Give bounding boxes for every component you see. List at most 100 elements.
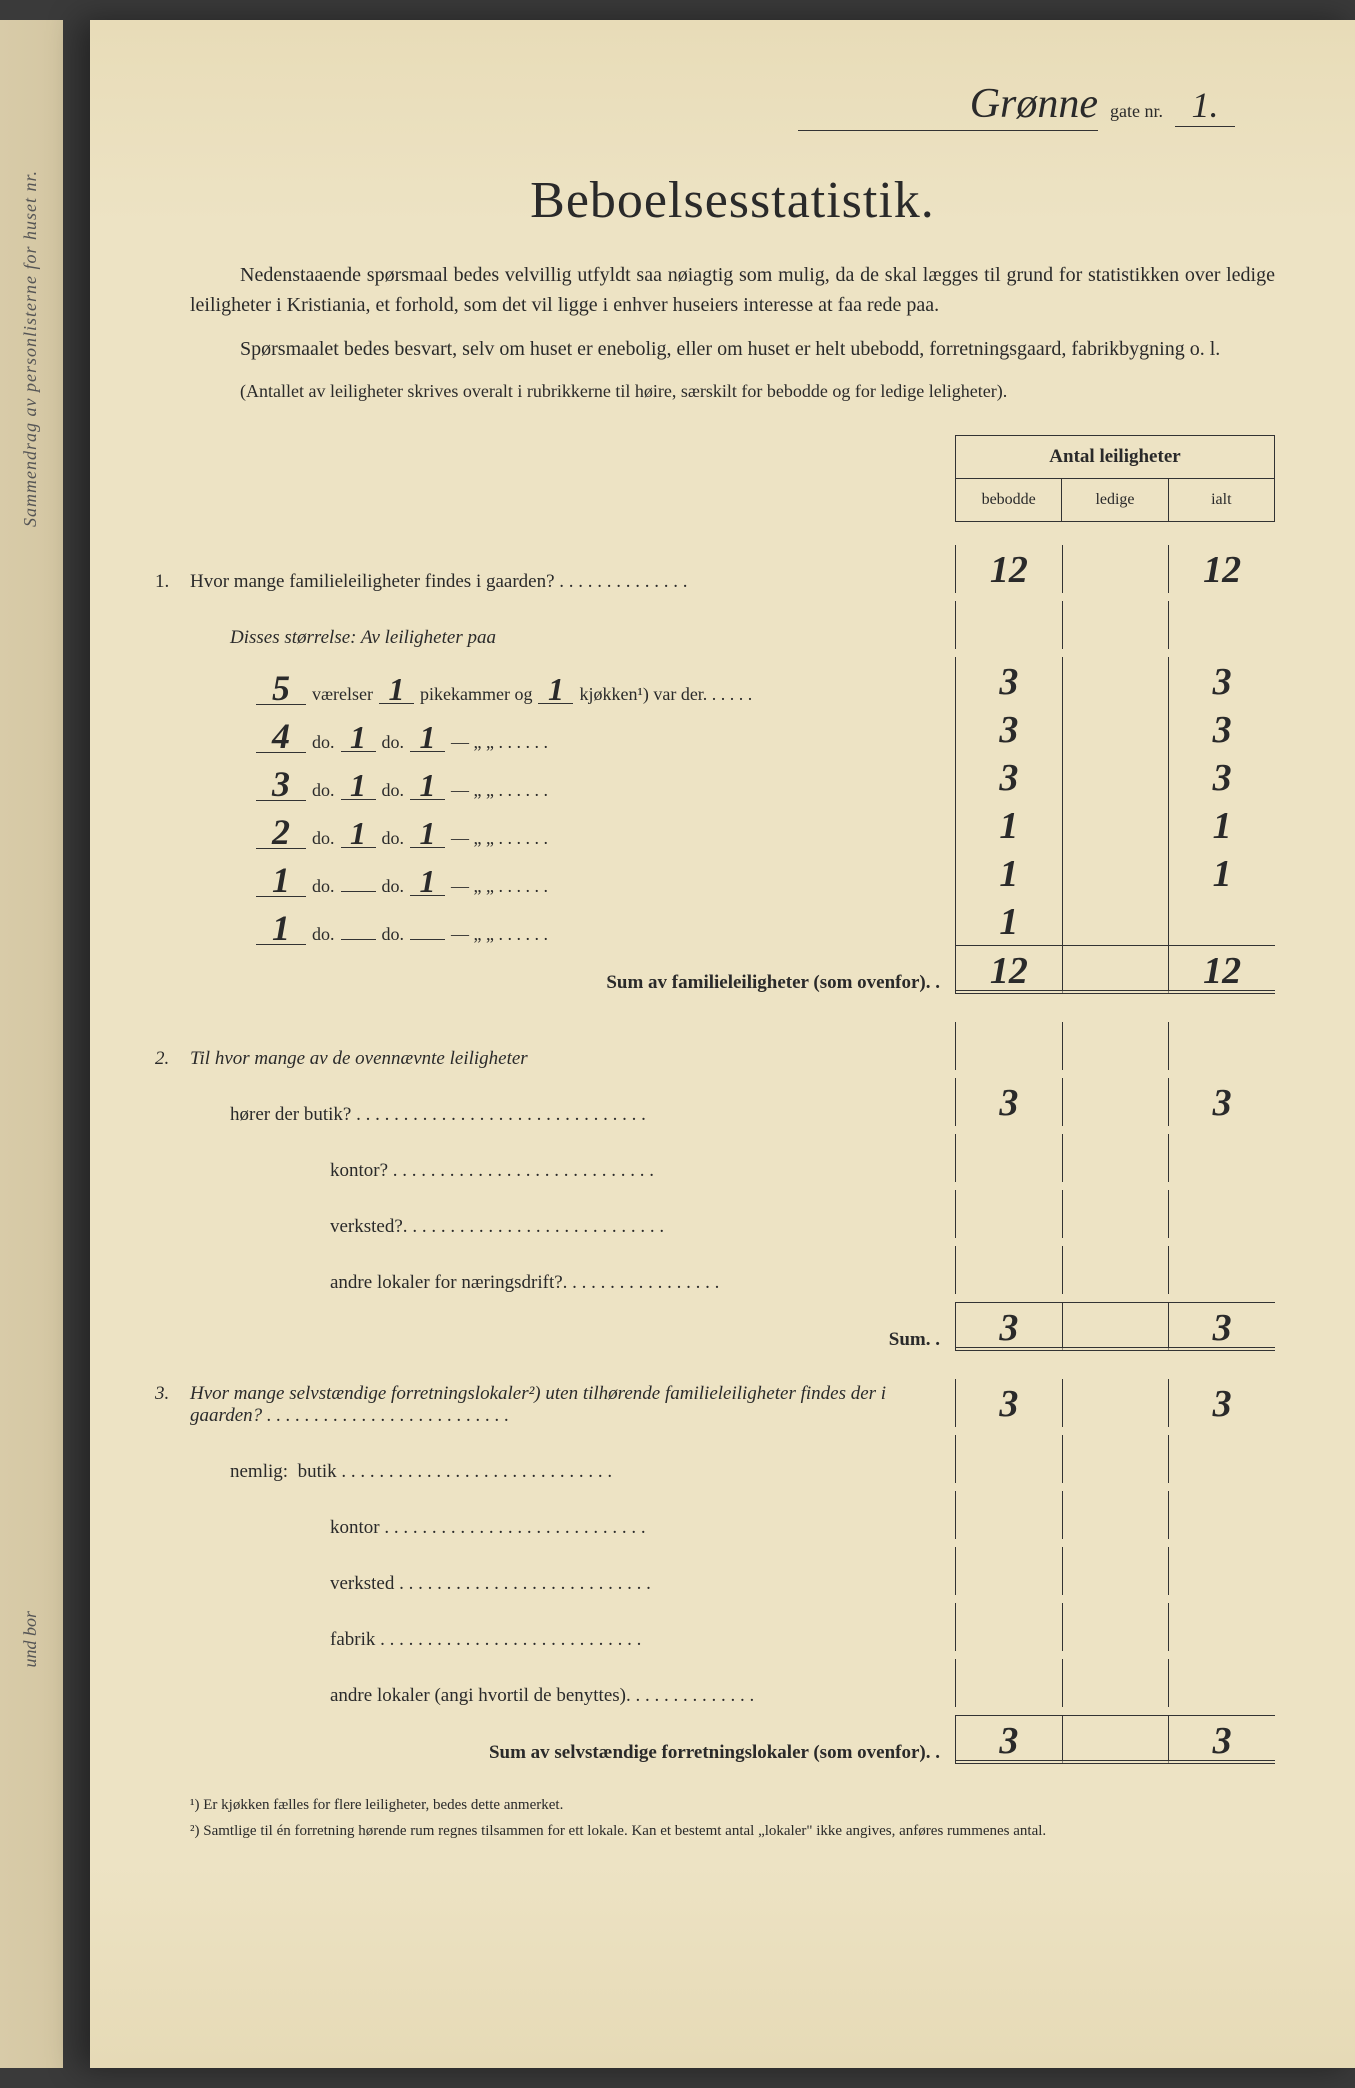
intro-p3: (Antallet av leiligheter skrives overalt… (190, 378, 1275, 405)
q1-row: 1. Hvor mange familieleiligheter findes … (190, 545, 1275, 593)
q3-sub1: nemlig: butik . . . . . . . . . . . . . … (190, 1461, 955, 1483)
q3-l (1063, 1379, 1170, 1427)
q2-sum-i: 3 (1169, 1302, 1275, 1351)
col-bebodde: bebodde (956, 479, 1062, 521)
footnote-1: ¹) Er kjøkken fælles for flere leilighet… (190, 1794, 1275, 1817)
q1-ledige (1063, 545, 1170, 593)
size-i: 3 (1169, 753, 1275, 801)
q3-sub1-row: nemlig: butik . . . . . . . . . . . . . … (190, 1435, 1275, 1483)
q2-sub1: hører der butik? . . . . . . . . . . . .… (190, 1104, 955, 1126)
q3-sub2-row: kontor . . . . . . . . . . . . . . . . .… (190, 1491, 1275, 1539)
page-title: Beboelsesstatistik. (190, 171, 1275, 230)
size-i: 1 (1169, 801, 1275, 849)
size-row: 5 værelser 1 pikekammer og 1 kjøkken¹) v… (190, 657, 1275, 705)
q1-ialt: 12 (1169, 545, 1275, 593)
q1-vals: 12 12 (955, 545, 1275, 593)
size-i: 1 (1169, 849, 1275, 897)
q1-bebodde: 12 (956, 545, 1063, 593)
pike-value: 1 (379, 675, 414, 705)
q2-sum-row: Sum. . 3 3 (190, 1302, 1275, 1351)
q1-size-intro: Disses størrelse: Av leiligheter paa (190, 627, 955, 649)
size-b: 1 (956, 801, 1063, 849)
q3-label: 3. Hvor mange selvstændige forretningslo… (190, 1383, 955, 1427)
q3-sum-label: Sum av selvstændige forretningslokaler (… (190, 1742, 955, 1764)
size-b: 3 (956, 705, 1063, 753)
q2-sub4: andre lokaler for næringsdrift?. . . . .… (190, 1272, 955, 1294)
q3-sub4: fabrik . . . . . . . . . . . . . . . . .… (190, 1629, 955, 1651)
footnotes: ¹) Er kjøkken fælles for flere leilighet… (190, 1794, 1275, 1842)
vaer-value: 1 (256, 864, 306, 897)
q3-sub5: andre lokaler (angi hvortil de benyttes)… (190, 1685, 955, 1707)
q3-num: 3. (155, 1383, 169, 1405)
pike-value (341, 891, 376, 892)
size-l (1063, 753, 1170, 801)
q1-sum-vals: 12 12 (955, 945, 1275, 994)
questions: 1. Hvor mange familieleiligheter findes … (190, 435, 1275, 1764)
q1-sum-row: Sum av familieleiligheter (som ovenfor).… (190, 945, 1275, 994)
gate-label: gate nr. (1110, 101, 1163, 121)
kjok-value: 1 (410, 819, 445, 849)
left-margin: Sammendrag av personlisterne for huset n… (0, 20, 90, 2068)
vaer-value: 2 (256, 816, 306, 849)
size-row: 1 do. do. — „ „ . . . . . . 1 (190, 897, 1275, 945)
margin-text-1: Sammendrag av personlisterne for huset n… (20, 170, 41, 527)
size-row: 4 do. 1 do. 1 — „ „ . . . . . . 3 3 (190, 705, 1275, 753)
size-i: 3 (1169, 705, 1275, 753)
size-l (1063, 849, 1170, 897)
q2-sum-b: 3 (956, 1302, 1063, 1351)
q3-sub3: verksted . . . . . . . . . . . . . . . .… (190, 1573, 955, 1595)
kjok-value: 1 (410, 771, 445, 801)
intro-p2: Spørsmaalet bedes besvart, selv om huset… (190, 334, 1275, 364)
q3-sum-i: 3 (1169, 1715, 1275, 1764)
footnote-2: ²) Samtlige til én forretning hørende ru… (190, 1820, 1275, 1843)
header-line: Grønne gate nr. 1. (190, 80, 1275, 131)
q3-sum-l (1063, 1715, 1170, 1764)
document-page: Grønne gate nr. 1. Beboelsesstatistik. N… (90, 20, 1355, 2068)
scan-area: Sammendrag av personlisterne for huset n… (0, 20, 1355, 2068)
q1-sum-b: 12 (956, 945, 1063, 994)
size-b: 3 (956, 753, 1063, 801)
q2-sub2-row: kontor? . . . . . . . . . . . . . . . . … (190, 1134, 1275, 1182)
q2-sub4-row: andre lokaler for næringsdrift?. . . . .… (190, 1246, 1275, 1294)
kjok-value: 1 (410, 723, 445, 753)
q3-sub3-row: verksted . . . . . . . . . . . . . . . .… (190, 1547, 1275, 1595)
q2-sum-l (1063, 1302, 1170, 1351)
col-ledige: ledige (1062, 479, 1168, 521)
main-table: Antal leiligheter bebodde ledige ialt 1.… (190, 435, 1275, 1764)
table-header-cols: bebodde ledige ialt (956, 479, 1274, 521)
vaer-value: 5 (256, 672, 306, 705)
size-l (1063, 657, 1170, 705)
q2-sum-label: Sum. . (190, 1329, 955, 1351)
size-b: 1 (956, 897, 1063, 945)
pike-value: 1 (341, 723, 376, 753)
q1-label: 1. Hvor mange familieleiligheter findes … (190, 571, 955, 593)
q3-sub4-row: fabrik . . . . . . . . . . . . . . . . .… (190, 1603, 1275, 1651)
street-name: Grønne (798, 80, 1098, 131)
q3-sum-row: Sum av selvstændige forretningslokaler (… (190, 1715, 1275, 1764)
intro-p1: Nedenstaaende spørsmaal bedes velvillig … (190, 260, 1275, 320)
q1-num: 1. (155, 571, 169, 593)
q2-b1: 3 (956, 1078, 1063, 1126)
col-ialt: ialt (1169, 479, 1274, 521)
size-l (1063, 897, 1170, 945)
q3-sum-b: 3 (956, 1715, 1063, 1764)
q3-b: 3 (956, 1379, 1063, 1427)
vaer-value: 3 (256, 768, 306, 801)
q2-row: 2. Til hvor mange av de ovennævnte leili… (190, 1022, 1275, 1070)
pike-value (341, 939, 376, 940)
kjok-value: 1 (538, 675, 573, 705)
size-l (1063, 705, 1170, 753)
q2-sub3: verksted?. . . . . . . . . . . . . . . .… (190, 1216, 955, 1238)
size-b: 1 (956, 849, 1063, 897)
size-row: 3 do. 1 do. 1 — „ „ . . . . . . 3 3 (190, 753, 1275, 801)
q2-sub3-row: verksted?. . . . . . . . . . . . . . . .… (190, 1190, 1275, 1238)
kjok-value: 1 (410, 867, 445, 897)
size-row: 1 do. do. 1 — „ „ . . . . . . 1 1 (190, 849, 1275, 897)
size-row: 2 do. 1 do. 1 — „ „ . . . . . . 1 1 (190, 801, 1275, 849)
size-b: 3 (956, 657, 1063, 705)
pike-value: 1 (341, 771, 376, 801)
street-nr: 1. (1175, 84, 1235, 127)
q3-i: 3 (1169, 1379, 1275, 1427)
pike-value: 1 (341, 819, 376, 849)
table-header: Antal leiligheter bebodde ledige ialt (955, 435, 1275, 522)
